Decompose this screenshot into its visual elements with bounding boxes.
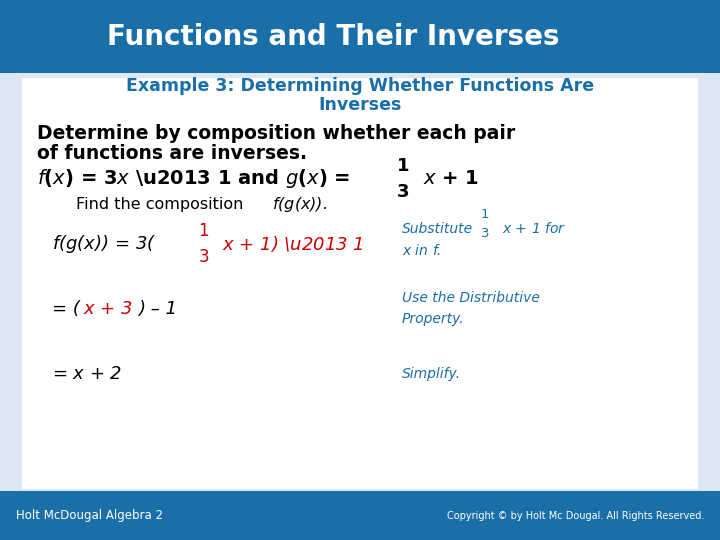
Text: Inverses: Inverses [318, 96, 402, 114]
Text: $x$ + 1 for: $x$ + 1 for [502, 221, 566, 237]
Text: $f$($g$($x$)).: $f$($g$($x$)). [272, 194, 328, 214]
Text: Simplify.: Simplify. [402, 367, 461, 381]
Text: $f$($g$($x$)) = 3(: $f$($g$($x$)) = 3( [52, 233, 156, 255]
Text: $\mathbf{\mathit{x}}$ + 1: $\mathbf{\mathit{x}}$ + 1 [423, 169, 480, 188]
Text: Substitute: Substitute [402, 222, 473, 236]
Text: of functions are inverses.: of functions are inverses. [37, 144, 307, 164]
Text: Use the Distributive: Use the Distributive [402, 291, 539, 305]
Text: Find the composition: Find the composition [76, 197, 248, 212]
Text: 1: 1 [199, 222, 209, 240]
Text: Example 3: Determining Whether Functions Are: Example 3: Determining Whether Functions… [126, 77, 594, 96]
Text: 1: 1 [481, 208, 490, 221]
Text: $\mathbf{\mathit{f}}$($\mathbf{\mathit{x}}$) = 3$\mathbf{\mathit{x}}$ \u2013 1 a: $\mathbf{\mathit{f}}$($\mathbf{\mathit{x… [37, 167, 351, 190]
Text: Functions and Their Inverses: Functions and Their Inverses [107, 23, 559, 51]
Text: Holt McDougal Algebra 2: Holt McDougal Algebra 2 [16, 509, 163, 522]
Text: 3: 3 [199, 248, 209, 266]
Text: = $x$ + 2: = $x$ + 2 [52, 364, 122, 383]
Text: 3: 3 [481, 227, 490, 240]
Text: $x$ + 3: $x$ + 3 [83, 300, 132, 318]
Text: 6-6: 6-6 [25, 29, 60, 49]
Text: = (: = ( [52, 300, 80, 318]
Text: Copyright © by Holt Mc Dougal. All Rights Reserved.: Copyright © by Holt Mc Dougal. All Right… [447, 511, 704, 521]
Text: ) – 1: ) – 1 [138, 300, 177, 318]
Text: Determine by composition whether each pair: Determine by composition whether each pa… [37, 124, 516, 144]
Text: 1: 1 [397, 157, 410, 175]
Text: 3: 3 [397, 183, 410, 201]
Text: $x$ + 1) \u2013 1: $x$ + 1) \u2013 1 [222, 234, 364, 254]
Text: Property.: Property. [402, 312, 464, 326]
FancyBboxPatch shape [6, 6, 79, 71]
Text: $x$ in $f$.: $x$ in $f$. [402, 243, 441, 258]
